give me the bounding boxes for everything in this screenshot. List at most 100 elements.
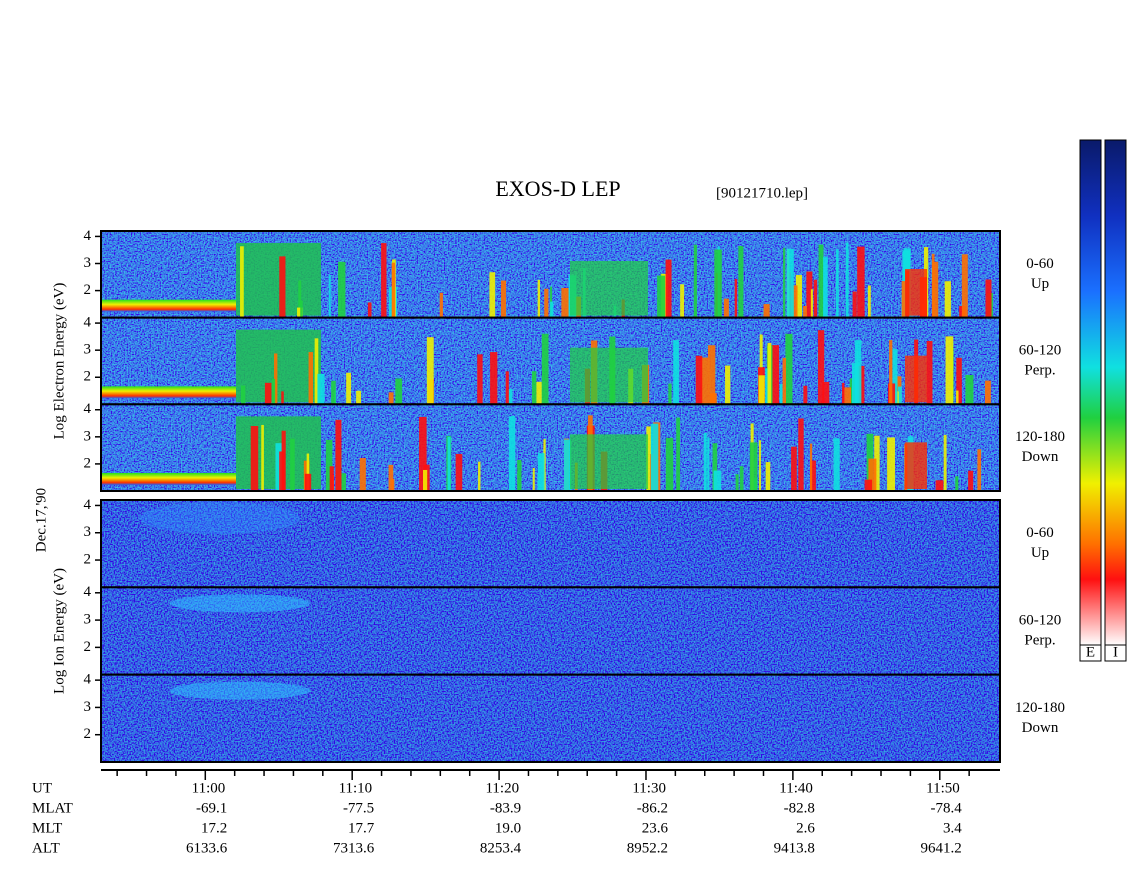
spectrogram-feature	[673, 340, 679, 405]
spectrogram-feature	[956, 357, 962, 405]
ephemeris-value: -69.1	[196, 800, 227, 816]
spectrogram-feature	[806, 271, 813, 318]
spectrogram-feature	[977, 449, 982, 491]
spectrogram-feature	[676, 417, 681, 491]
spectrogram-feature	[926, 340, 933, 405]
spectrogram-feature	[665, 437, 674, 491]
spectrogram-feature	[887, 437, 895, 491]
ephemeris-value: -82.8	[784, 800, 815, 816]
spectrogram-feature	[905, 269, 927, 316]
spectrogram-feature	[140, 502, 300, 534]
y-tick-label: 4	[84, 672, 92, 688]
spectrogram-feature	[391, 478, 395, 491]
spectrogram-feature	[236, 329, 321, 403]
ephemeris-value: 6133.6	[186, 840, 228, 856]
spectrogram-feature	[388, 464, 394, 491]
ephemeris-name: UT	[32, 780, 52, 796]
spectrogram-feature	[657, 275, 666, 318]
panel-sublabel: Down	[1022, 720, 1059, 736]
spectrogram-feature	[490, 352, 498, 405]
ephemeris-value: 2.6	[796, 820, 815, 836]
spectrogram-feature	[714, 249, 722, 318]
colorbar	[1079, 139, 1102, 646]
spectrogram-feature	[905, 355, 927, 403]
x-tick-label: 11:30	[632, 780, 666, 796]
spectrogram-feature	[668, 383, 672, 405]
x-tick-label: 11:10	[339, 780, 373, 796]
spectrogram-feature	[381, 243, 387, 318]
ephemeris-name: ALT	[32, 840, 60, 856]
spectrogram-feature	[101, 473, 236, 485]
ephemeris-value: 23.6	[642, 820, 669, 836]
colorbar	[1104, 139, 1127, 646]
spectrogram-feature	[423, 469, 428, 491]
y-axis-label: Log Electron Energy (eV)	[51, 283, 67, 440]
ephemeris-value: 8253.4	[480, 840, 522, 856]
ephemeris-value: 7313.6	[333, 840, 375, 856]
spectrogram-feature	[874, 435, 880, 491]
spectrogram-feature	[297, 307, 303, 318]
spectrogram-feature	[508, 416, 516, 491]
spectrogram-feature	[725, 365, 731, 405]
panel-label: 0-60	[1026, 256, 1054, 272]
ephemeris-value: 9641.2	[921, 840, 962, 856]
spectrogram-feature	[300, 300, 303, 318]
spectrogram-feature	[250, 425, 259, 491]
x-tick-label: 11:40	[779, 780, 813, 796]
spectrogram-feature	[356, 390, 361, 405]
spectrogram-feature	[783, 247, 786, 318]
spectrogram-feature	[388, 392, 394, 405]
spectrogram-feature	[767, 342, 772, 405]
date-label: Dec.17,'90	[33, 488, 49, 552]
spectrogram-feature	[550, 301, 554, 318]
spectrogram-feature	[961, 254, 968, 318]
spectrogram-feature	[782, 357, 787, 405]
colorbar-label-box	[1079, 644, 1102, 662]
y-tick-label: 3	[84, 699, 92, 715]
ephemeris-value: 19.0	[495, 820, 521, 836]
y-tick-label: 4	[84, 228, 92, 244]
panel-sublabel: Up	[1031, 545, 1049, 561]
spectrogram-feature	[328, 275, 331, 318]
spectrogram-feature	[391, 262, 396, 318]
spectrogram-feature	[795, 275, 802, 318]
spectrogram-feature	[786, 248, 794, 318]
spectrogram-feature	[281, 391, 284, 405]
panel-label: 60-120	[1019, 612, 1062, 628]
spectrogram-feature	[803, 305, 807, 318]
spectrogram-feature	[367, 302, 372, 318]
spectrogram-feature	[544, 288, 549, 318]
spectrogram-feature	[447, 436, 451, 491]
panel-label: 120-180	[1015, 429, 1065, 445]
spectrogram-feature	[563, 439, 572, 491]
spectrogram-feature	[308, 352, 313, 405]
chart-title: EXOS-D LEP	[495, 176, 620, 201]
spectrogram-feature	[703, 432, 707, 491]
y-tick-label: 2	[84, 726, 92, 742]
spectrogram-feature	[650, 423, 659, 491]
ephemeris-value: 3.4	[943, 820, 962, 836]
spectrogram-feature	[965, 374, 974, 405]
spectrogram-feature	[646, 426, 651, 491]
spectrogram-feature	[791, 446, 797, 491]
y-tick-label: 3	[84, 342, 92, 358]
spectrogram-feature	[271, 378, 276, 405]
spectrogram-feature	[857, 246, 865, 318]
ephemeris-value: 17.2	[201, 820, 227, 836]
panel-label: 0-60	[1026, 525, 1054, 541]
spectrogram-feature	[508, 389, 513, 405]
spectrogram-feature	[898, 386, 902, 405]
spectrogram-feature	[426, 337, 434, 405]
spectrogram-feature	[809, 443, 813, 491]
y-tick-label: 3	[84, 428, 92, 444]
ephemeris-value: -77.5	[343, 800, 374, 816]
colorbar-label-box	[1104, 644, 1127, 662]
spectrogram-feature	[738, 246, 744, 318]
spectrogram-feature	[395, 378, 403, 405]
spectrogram-feature	[537, 453, 545, 491]
panel-sublabel: Down	[1022, 449, 1059, 465]
spectrogram-feature	[517, 459, 522, 491]
file-name: [90121710.lep]	[716, 185, 808, 201]
spectrogram-feature	[317, 373, 325, 405]
spectrogram-feature	[306, 453, 310, 491]
